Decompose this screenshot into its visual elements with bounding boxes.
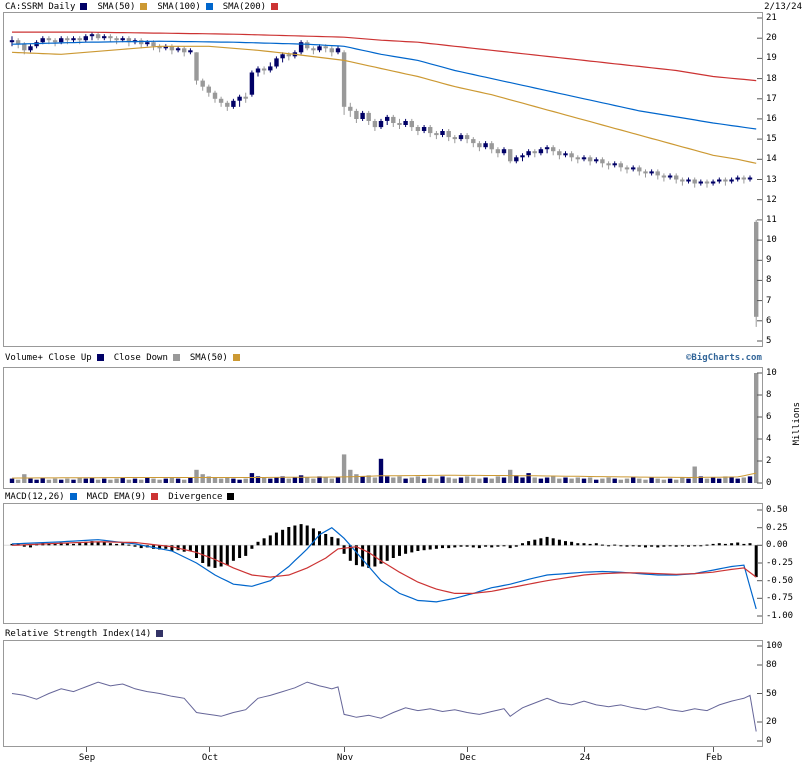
y-axis-label: 100 [766,641,783,651]
y-axis-label: 17 [766,93,777,104]
legend-swatch-icon [172,354,180,361]
y-axis-label: 50 [766,688,777,699]
legend-item: SMA(100) [157,2,222,12]
y-axis-label: 21 [766,13,777,23]
legend-swatch-icon [271,3,279,10]
y-axis-label: 9 [766,255,772,266]
y-axis-label: 16 [766,113,777,124]
y-axis-label: 0 [766,478,772,488]
price-candlestick-chart [3,12,763,347]
volume-panel-legend: Volume+ Close Up Close Down SMA(50) [5,353,250,363]
y-axis-label: 7 [766,295,772,306]
bigcharts-watermark: ©BigCharts.com [686,353,762,363]
legend-item: Volume+ Close Up [5,353,114,363]
legend-item: MACD EMA(9) [87,492,169,502]
legend-swatch-icon [232,354,240,361]
month-tick [86,747,87,752]
legend-item: CA:SSRM Daily [5,2,97,12]
legend-swatch-icon [156,630,164,637]
y-axis-label: 6 [766,412,772,422]
y-axis-label: -0.75 [766,593,794,604]
month-label: Feb [705,753,723,763]
legend-item: Close Down [114,353,190,363]
volume-bar-chart [3,367,763,489]
y-axis-label: 80 [766,660,777,670]
month-label: Nov [336,753,354,763]
month-label: Sep [78,753,96,763]
y-axis-label: 20 [766,717,777,727]
macd-chart [3,503,763,624]
legend-item: Divergence [168,492,244,502]
y-axis-label: 15 [766,134,777,145]
legend-swatch-icon [140,3,148,10]
month-tick [467,747,468,752]
y-axis-label: 20 [766,33,777,44]
y-axis-label: 10 [766,235,777,246]
rsi-panel-legend: Relative Strength Index(14) [5,629,173,639]
y-axis-label: 14 [766,154,777,165]
legend-swatch-icon [205,3,213,10]
y-axis-label: 18 [766,73,777,84]
legend-swatch-icon [80,3,88,10]
y-axis-label: -0.50 [766,575,794,586]
legend-swatch-icon [96,354,104,361]
y-axis-label: 13 [766,174,777,185]
y-axis-label: -1.00 [766,611,794,621]
legend-item: SMA(50) [97,2,157,12]
y-axis-label: -0.25 [766,558,794,568]
y-axis-label: 0.50 [766,505,788,515]
y-axis-label: 0.25 [766,522,788,533]
price-panel-legend: CA:SSRM Daily SMA(50) SMA(100) SMA(200) [5,2,288,12]
y-axis-label: 5 [766,336,772,346]
y-axis-label: 10 [766,368,777,378]
month-label: 24 [579,753,591,763]
legend-swatch-icon [151,493,159,500]
y-axis-label: 4 [766,434,772,444]
rsi-chart [3,640,763,747]
y-axis-label: 12 [766,194,777,205]
volume-axis-title: Millions [792,402,802,446]
month-tick [584,747,585,752]
y-axis-label: 0 [766,736,772,746]
quote-date: 2/13/24 [764,2,802,12]
y-axis-label: 19 [766,53,777,64]
month-label: Oct [201,753,219,763]
month-label: Dec [459,753,477,763]
macd-panel-legend: MACD(12,26) MACD EMA(9) Divergence [5,492,244,502]
month-tick [344,747,345,752]
legend-item: MACD(12,26) [5,492,87,502]
y-axis-label: 8 [766,390,772,400]
y-axis-label: 8 [766,275,772,286]
legend-item: SMA(200) [223,2,288,12]
legend-item: SMA(50) [190,353,250,363]
legend-swatch-icon [227,493,235,500]
month-tick [209,747,210,752]
y-axis-label: 0.00 [766,540,788,551]
y-axis-label: 11 [766,214,777,225]
legend-item: Relative Strength Index(14) [5,629,173,639]
y-axis-label: 6 [766,315,772,326]
legend-swatch-icon [69,493,77,500]
month-tick [713,747,714,752]
y-axis-label: 2 [766,456,772,466]
